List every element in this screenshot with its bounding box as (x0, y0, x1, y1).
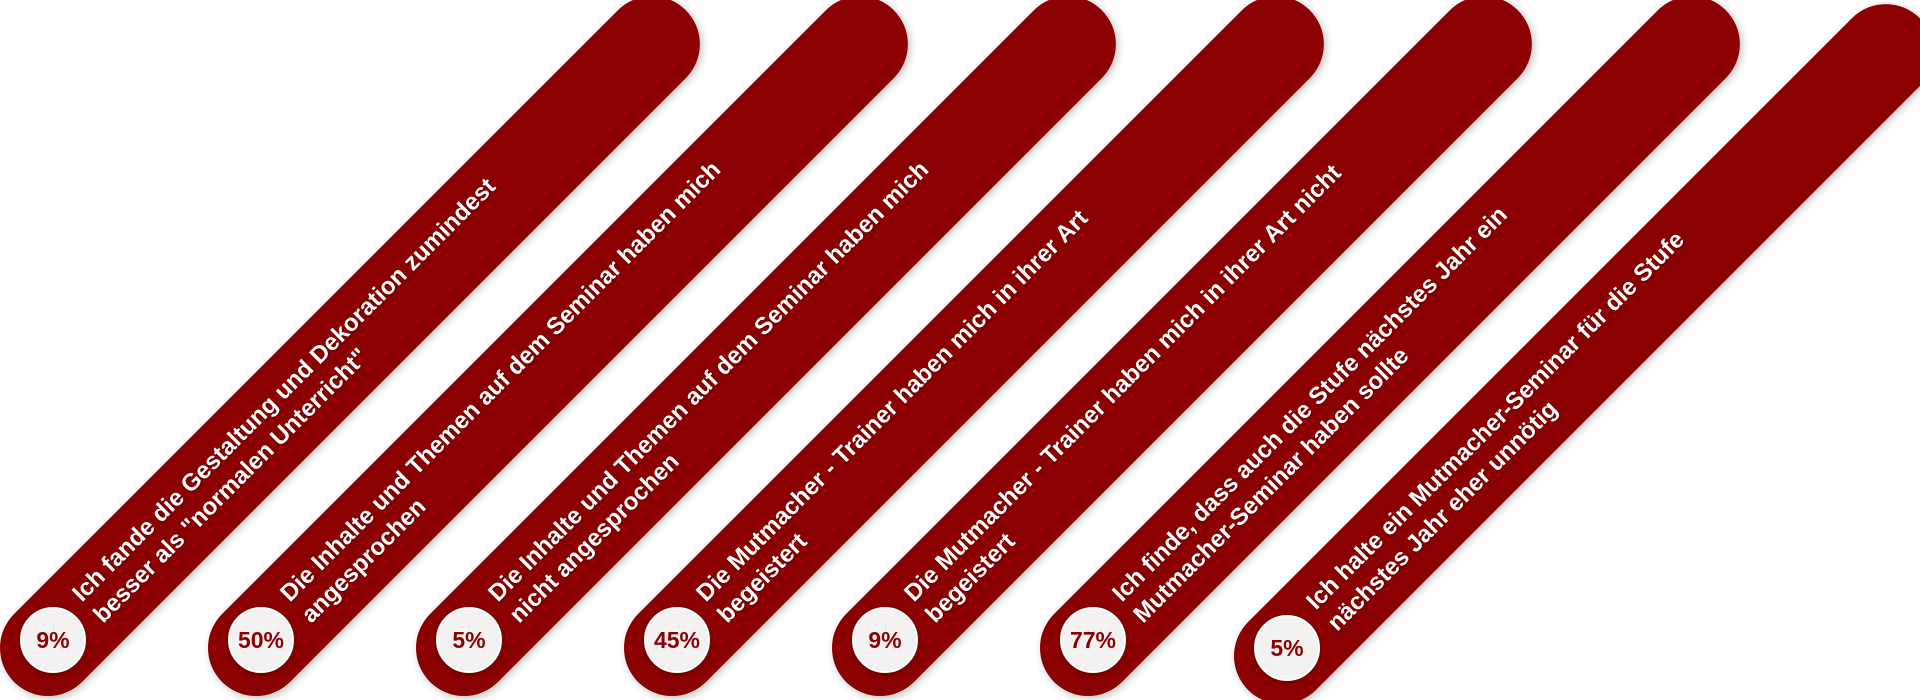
percent-badge-7: 5% (1254, 615, 1320, 681)
percent-badge-3: 5% (436, 607, 502, 673)
percent-badge-1: 9% (20, 607, 86, 673)
percent-badge-5: 9% (852, 607, 918, 673)
percent-badge-2: 50% (228, 607, 294, 673)
percent-badge-4: 45% (644, 607, 710, 673)
percent-badge-6: 77% (1060, 607, 1126, 673)
